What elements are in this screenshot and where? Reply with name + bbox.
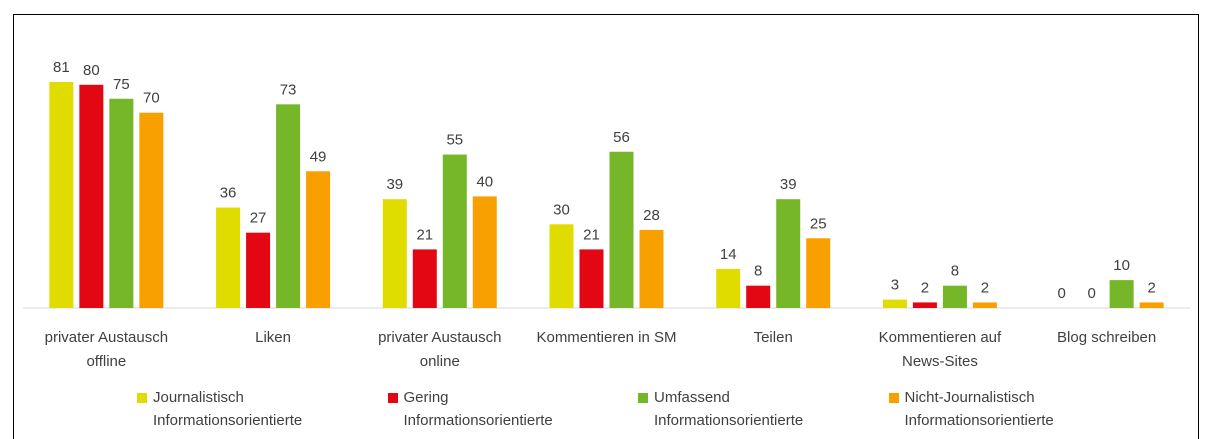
value-label: 2 bbox=[921, 279, 929, 296]
value-label: 2 bbox=[1147, 279, 1155, 296]
value-label: 55 bbox=[446, 132, 463, 149]
bar bbox=[942, 285, 967, 308]
legend-label: Gering Informationsorientierte bbox=[403, 389, 553, 429]
legend-swatch bbox=[638, 393, 648, 403]
value-label: 10 bbox=[1113, 257, 1130, 274]
legend-item: Journalistisch Informationsorientierte bbox=[137, 386, 347, 432]
legend-swatch bbox=[888, 393, 899, 403]
bar bbox=[49, 82, 74, 308]
bar bbox=[306, 171, 331, 308]
bar bbox=[639, 229, 664, 308]
value-label: 40 bbox=[476, 173, 493, 190]
x-tick-label: Kommentieren in SM bbox=[536, 329, 677, 346]
legend-swatch bbox=[387, 393, 398, 403]
value-label: 14 bbox=[720, 246, 737, 263]
bar bbox=[246, 232, 271, 308]
bar bbox=[579, 249, 604, 308]
legend-item: Umfassend Informationsorientierte bbox=[638, 386, 848, 432]
chart-frame bbox=[13, 14, 1199, 439]
bar bbox=[412, 249, 437, 308]
bar bbox=[109, 98, 134, 308]
bar bbox=[912, 302, 937, 308]
x-tick-label: privater Austausch offline bbox=[44, 329, 169, 370]
bar bbox=[609, 151, 634, 308]
bar bbox=[276, 104, 301, 308]
value-label: 75 bbox=[113, 76, 130, 93]
value-label: 73 bbox=[280, 81, 297, 98]
x-tick-label: Blog schreiben bbox=[1057, 329, 1157, 346]
value-label: 21 bbox=[583, 226, 600, 243]
legend-item: Nicht-Journalistisch Informationsorienti… bbox=[888, 386, 1099, 432]
value-label: 2 bbox=[981, 279, 989, 296]
bar bbox=[776, 199, 801, 308]
bar bbox=[806, 238, 831, 308]
x-tick-label: Kommentieren auf News-Sites bbox=[878, 329, 1002, 370]
value-label: 39 bbox=[780, 176, 797, 193]
value-label: 39 bbox=[386, 176, 403, 193]
value-label: 3 bbox=[891, 277, 899, 294]
value-label: 27 bbox=[250, 210, 267, 227]
value-label: 36 bbox=[220, 185, 237, 202]
value-label: 80 bbox=[83, 62, 100, 79]
value-label: 28 bbox=[643, 207, 660, 224]
legend-swatch bbox=[137, 393, 147, 403]
bar bbox=[972, 302, 997, 308]
legend-item: Gering Informationsorientierte bbox=[387, 386, 598, 432]
legend-label: Umfassend Informationsorientierte bbox=[654, 389, 804, 429]
bar bbox=[139, 112, 164, 308]
bar bbox=[549, 224, 574, 308]
legend-label: Nicht-Journalistisch Informationsorienti… bbox=[904, 389, 1054, 429]
x-tick-label: privater Austausch online bbox=[378, 329, 502, 370]
value-label: 81 bbox=[53, 59, 70, 76]
bar bbox=[216, 207, 241, 308]
x-tick-label: Liken bbox=[255, 329, 291, 346]
value-label: 0 bbox=[1057, 285, 1065, 302]
bar bbox=[472, 196, 497, 308]
value-label: 8 bbox=[951, 263, 959, 280]
value-label: 25 bbox=[810, 215, 827, 232]
bar bbox=[1139, 302, 1164, 308]
bar bbox=[716, 268, 741, 308]
bar bbox=[79, 84, 104, 308]
bar bbox=[1109, 280, 1134, 308]
value-label: 21 bbox=[416, 226, 433, 243]
bar bbox=[882, 299, 907, 308]
value-label: 56 bbox=[613, 129, 630, 146]
legend-label: Journalistisch Informationsorientierte bbox=[153, 389, 303, 429]
value-label: 8 bbox=[754, 263, 762, 280]
value-label: 49 bbox=[310, 148, 327, 165]
x-tick-label: Teilen bbox=[753, 329, 793, 346]
value-label: 70 bbox=[143, 90, 160, 107]
bar bbox=[442, 154, 467, 308]
value-label: 0 bbox=[1087, 285, 1095, 302]
bar bbox=[382, 199, 407, 308]
bar bbox=[746, 285, 771, 308]
value-label: 30 bbox=[553, 201, 570, 218]
